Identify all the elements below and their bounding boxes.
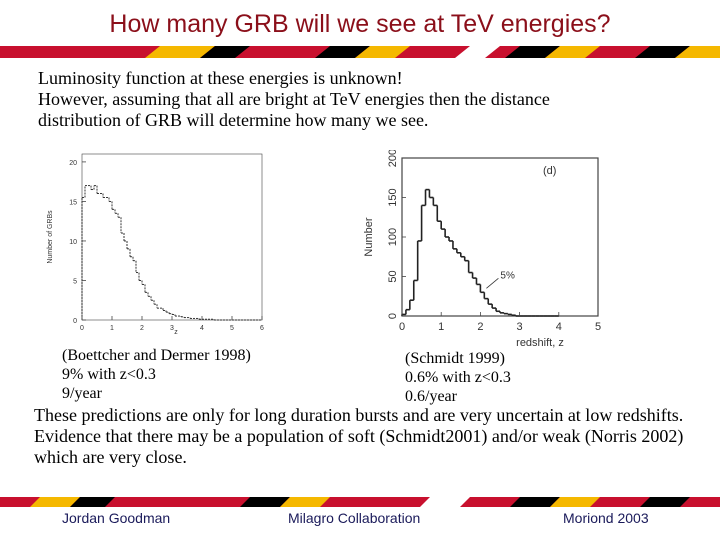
left-caption: (Boettcher and Dermer 1998) 9% with z<0.… (62, 346, 251, 403)
x-tick-label: 5 (230, 325, 234, 332)
plot-frame (81, 153, 263, 321)
y-tick-label: 0 (387, 313, 399, 319)
intro-line: distribution of GRB will determine how m… (38, 110, 429, 130)
x-tick-label: 5 (595, 321, 601, 333)
intro-line: Luminosity function at these energies is… (38, 68, 403, 88)
y-tick-label: 0 (73, 318, 77, 325)
y-tick-label: 15 (69, 199, 77, 206)
y-tick-label: 20 (69, 160, 77, 167)
plot-frame (401, 157, 599, 317)
x-tick-label: 4 (556, 321, 562, 333)
intro-text: Luminosity function at these energies is… (38, 68, 550, 131)
intro-line: However, assuming that all are bright at… (38, 89, 550, 109)
left-caption-line: 9% with z<0.3 (62, 366, 156, 383)
boettcher-redshift-histogram: 0 1 2 3 4 5 6 0 5 10 15 20 z Number of GRBs (47, 153, 264, 336)
conclusion-paragraph: These predictions are only for long dura… (34, 405, 684, 425)
panel-label: (d) (543, 165, 556, 177)
x-tick-label: 6 (260, 325, 264, 332)
left-caption-line: (Boettcher and Dermer 1998) (62, 347, 251, 364)
x-tick-label: 0 (80, 325, 84, 332)
footer-conference: Moriond 2003 (563, 510, 649, 526)
annotation-arrow (486, 277, 499, 289)
conclusion-paragraph: Evidence that there may be a population … (34, 426, 684, 467)
right-caption-line: 0.6/year (405, 388, 457, 405)
slide-title: How many GRB will we see at TeV energies… (109, 10, 611, 38)
y-axis-label: Number of GRBs (47, 210, 54, 264)
x-tick-label: 3 (170, 325, 174, 332)
bottom-decorative-stripe (0, 497, 720, 507)
y-tick-label: 200 (387, 150, 399, 167)
x-tick-label: 3 (517, 321, 523, 333)
footer-author: Jordan Goodman (62, 510, 171, 526)
y-tick-label: 150 (387, 188, 399, 206)
y-tick-label: 50 (387, 270, 399, 282)
x-tick-label: 0 (399, 321, 405, 333)
x-tick-label: 2 (477, 321, 483, 333)
left-caption-line: 9/year (62, 385, 102, 402)
x-axis-label: redshift, z (516, 337, 564, 349)
y-tick-label: 10 (69, 239, 77, 246)
right-caption-line: 0.6% with z<0.3 (405, 369, 511, 386)
conclusion-text: These predictions are only for long dura… (34, 405, 684, 468)
right-caption-line: (Schmidt 1999) (405, 350, 505, 367)
top-decorative-stripe (0, 46, 720, 58)
y-axis-label: Number (363, 217, 375, 256)
x-tick-label: 4 (200, 325, 204, 332)
y-tick-label: 5 (73, 278, 77, 285)
x-tick-label: 2 (140, 325, 144, 332)
annotation-label: 5% (500, 270, 515, 281)
right-caption: (Schmidt 1999) 0.6% with z<0.3 0.6/year (405, 349, 511, 406)
x-axis-label: z (174, 329, 178, 336)
footer-collaboration: Milagro Collaboration (288, 510, 421, 526)
x-tick-label: 1 (438, 321, 444, 333)
y-tick-label: 100 (387, 228, 399, 246)
x-tick-label: 1 (110, 325, 114, 332)
